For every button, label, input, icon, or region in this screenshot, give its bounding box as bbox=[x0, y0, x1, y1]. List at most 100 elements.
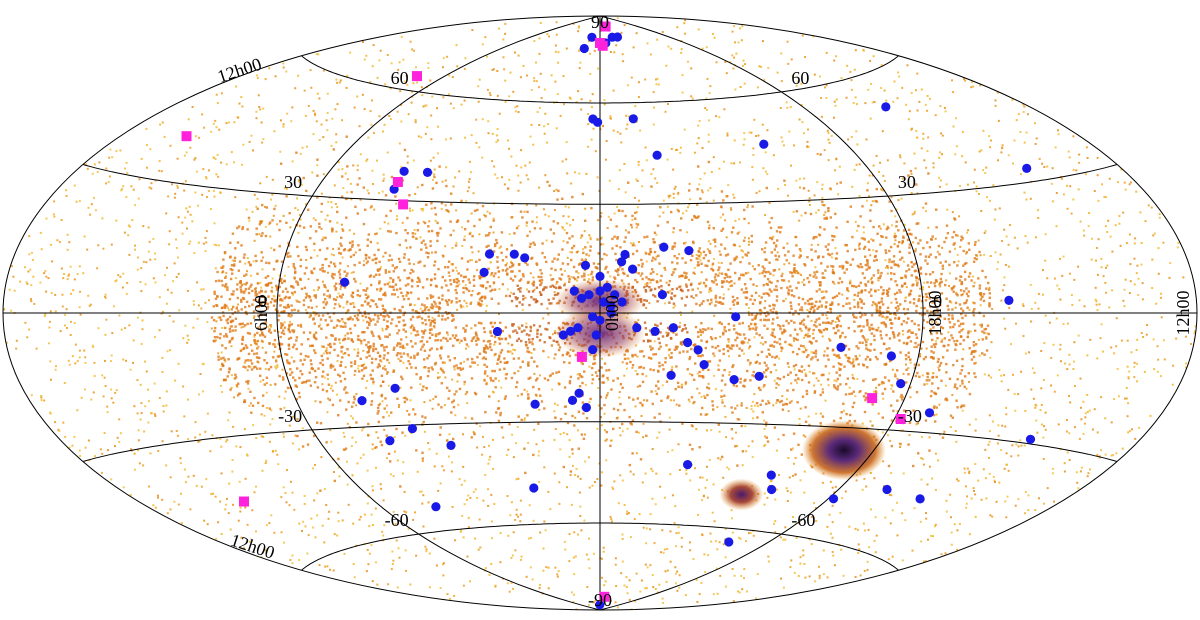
density-speck bbox=[83, 388, 86, 391]
density-speck bbox=[710, 289, 713, 292]
density-speck bbox=[1129, 263, 1132, 266]
density-speck bbox=[749, 361, 752, 365]
density-speck bbox=[744, 425, 747, 428]
density-speck bbox=[438, 332, 441, 335]
density-speck bbox=[372, 348, 375, 351]
density-speck bbox=[403, 510, 406, 513]
density-speck bbox=[884, 259, 887, 262]
density-speck bbox=[335, 141, 338, 144]
density-speck bbox=[177, 272, 180, 275]
density-speck bbox=[735, 257, 738, 260]
density-speck bbox=[781, 272, 784, 275]
density-speck bbox=[730, 208, 733, 211]
density-speck bbox=[161, 356, 164, 359]
density-speck bbox=[311, 171, 314, 174]
density-speck bbox=[824, 211, 827, 214]
density-speck bbox=[722, 213, 725, 216]
density-speck bbox=[150, 412, 153, 415]
density-speck bbox=[382, 499, 385, 502]
density-speck bbox=[831, 536, 834, 539]
density-speck bbox=[152, 237, 155, 240]
density-speck bbox=[53, 215, 56, 218]
density-speck bbox=[603, 403, 606, 407]
density-speck bbox=[603, 412, 606, 415]
density-speck bbox=[829, 216, 832, 219]
density-speck bbox=[706, 248, 709, 251]
density-speck bbox=[25, 281, 28, 284]
density-speck bbox=[482, 339, 486, 343]
density-speck bbox=[1033, 371, 1036, 374]
density-speck bbox=[712, 33, 714, 35]
density-speck bbox=[265, 391, 268, 394]
density-speck bbox=[853, 298, 856, 301]
density-speck bbox=[1095, 247, 1098, 249]
density-speck bbox=[554, 44, 557, 47]
density-speck bbox=[348, 426, 351, 429]
density-speck bbox=[321, 267, 324, 270]
density-speck bbox=[496, 128, 499, 130]
density-speck bbox=[612, 89, 615, 92]
density-speck bbox=[609, 599, 612, 602]
density-speck bbox=[321, 345, 324, 348]
density-speck bbox=[1113, 398, 1116, 400]
density-speck bbox=[365, 160, 368, 162]
density-speck bbox=[302, 520, 305, 523]
density-speck bbox=[958, 522, 961, 525]
density-speck bbox=[720, 389, 723, 392]
density-speck bbox=[445, 166, 448, 169]
density-speck bbox=[345, 86, 348, 89]
density-speck bbox=[1143, 370, 1146, 373]
density-speck bbox=[660, 285, 663, 288]
density-speck bbox=[926, 150, 929, 152]
density-speck bbox=[780, 577, 782, 580]
density-speck bbox=[309, 69, 312, 72]
density-speck bbox=[921, 313, 924, 317]
density-speck bbox=[1119, 244, 1122, 247]
density-speck bbox=[253, 491, 256, 494]
density-speck bbox=[489, 274, 492, 277]
density-speck bbox=[176, 186, 179, 189]
density-speck bbox=[747, 271, 750, 274]
density-speck bbox=[323, 376, 326, 379]
density-speck bbox=[965, 485, 967, 488]
density-speck bbox=[721, 227, 725, 231]
density-speck bbox=[168, 315, 171, 317]
density-speck bbox=[907, 355, 910, 359]
density-speck bbox=[1115, 317, 1118, 320]
density-speck bbox=[221, 270, 225, 273]
density-speck bbox=[287, 244, 291, 247]
density-speck bbox=[649, 564, 652, 567]
density-speck bbox=[418, 280, 421, 283]
density-speck bbox=[323, 541, 326, 544]
density-speck bbox=[973, 308, 976, 311]
density-speck bbox=[1054, 146, 1057, 149]
density-speck bbox=[803, 563, 806, 565]
density-speck bbox=[678, 351, 681, 354]
density-speck bbox=[429, 159, 432, 162]
density-speck bbox=[1025, 198, 1028, 201]
density-speck bbox=[353, 576, 356, 579]
density-speck bbox=[797, 80, 800, 83]
density-speck bbox=[670, 47, 673, 50]
density-speck bbox=[1005, 413, 1008, 416]
density-speck bbox=[320, 202, 323, 206]
density-speck bbox=[111, 332, 114, 335]
density-speck bbox=[945, 510, 948, 513]
density-speck bbox=[426, 340, 429, 343]
density-speck bbox=[994, 481, 996, 483]
density-speck bbox=[1080, 466, 1083, 469]
density-speck bbox=[651, 448, 654, 450]
density-speck bbox=[786, 500, 789, 502]
density-speck bbox=[770, 251, 773, 254]
density-speck bbox=[328, 510, 331, 513]
density-speck bbox=[847, 290, 850, 293]
density-speck bbox=[678, 469, 681, 471]
density-speck bbox=[464, 136, 467, 139]
density-speck bbox=[718, 250, 721, 253]
density-speck bbox=[166, 288, 169, 291]
density-speck bbox=[633, 196, 636, 199]
density-speck bbox=[832, 265, 835, 268]
density-speck bbox=[782, 279, 786, 282]
density-speck bbox=[968, 308, 971, 311]
density-speck bbox=[1059, 257, 1062, 260]
